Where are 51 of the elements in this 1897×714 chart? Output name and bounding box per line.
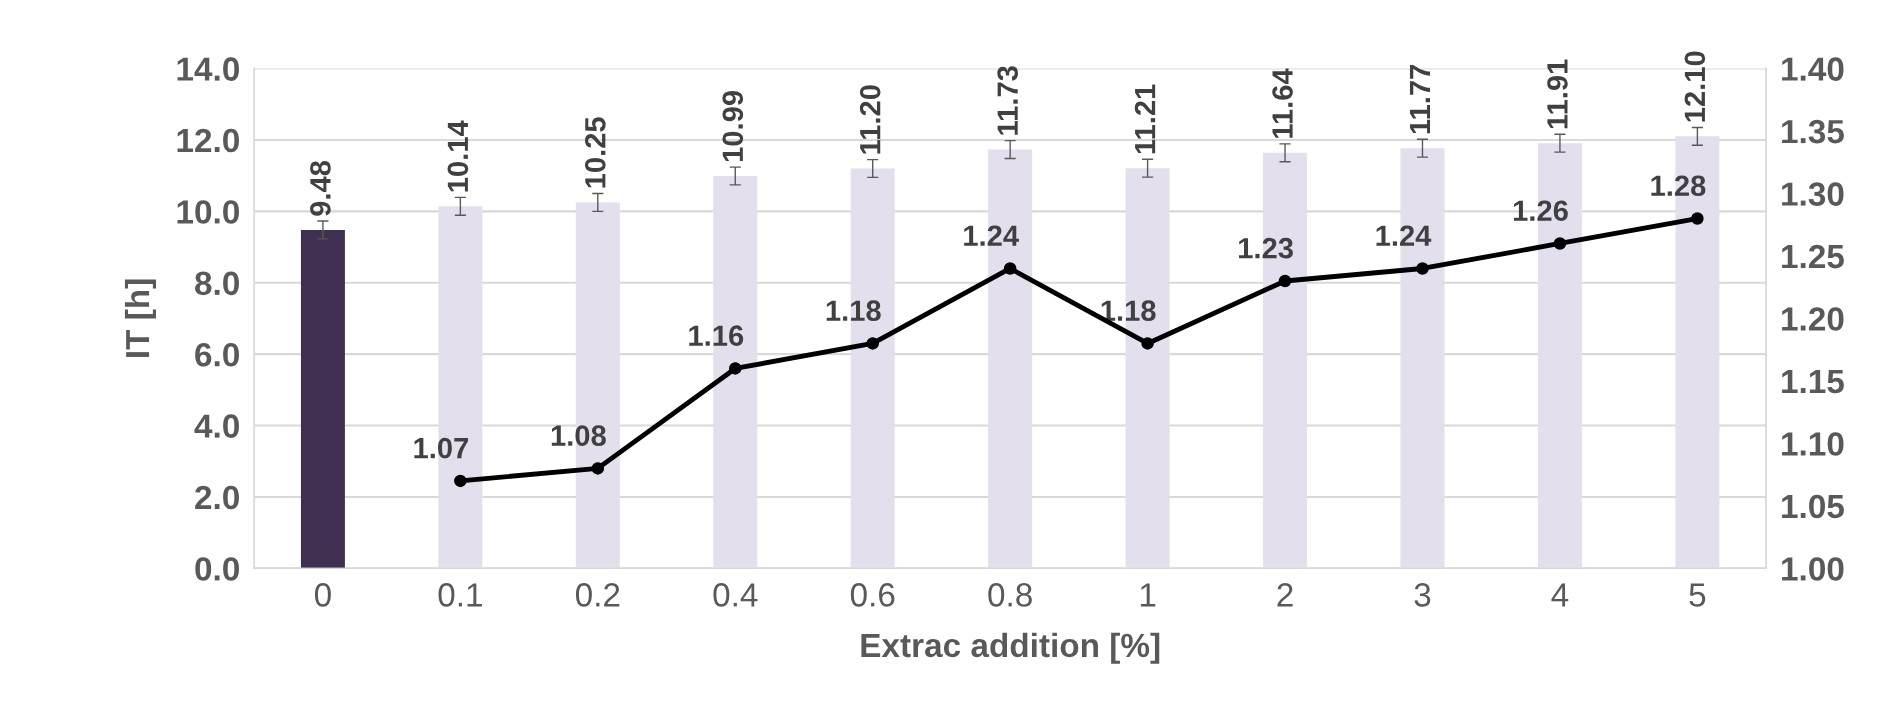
data-label: 11.20 [859, 85, 881, 154]
y-tick-label: 14.0 [177, 57, 239, 81]
y2-tick-label: 1.35 [1782, 119, 1844, 144]
y-tick-label: 2.0 [195, 485, 239, 510]
y-tick-label: 0.0 [195, 557, 239, 581]
data-label: 10.99 [722, 91, 744, 162]
data-label: 1.16 [689, 325, 744, 346]
data-label: 1.26 [1513, 200, 1568, 222]
x-tick-label: 0.4 [713, 583, 758, 607]
data-label: 11.77 [1409, 64, 1431, 134]
x-tick-label: 0.1 [438, 583, 482, 607]
data-label: 1.18 [1101, 300, 1156, 321]
y2-tick-label: 1.20 [1782, 307, 1844, 331]
y2-tick-label: 1.25 [1782, 244, 1844, 269]
y2-tick-label: 1.10 [1782, 432, 1844, 456]
x-tick-label: 2 [1277, 583, 1293, 607]
data-label: 11.91 [1547, 59, 1568, 129]
y-tick-label: 12.0 [177, 128, 239, 153]
x-tick-label: 0.2 [575, 583, 620, 607]
x-tick-label: 4 [1551, 583, 1569, 607]
data-label: 10.25 [584, 117, 606, 188]
y2-tick-label: 1.15 [1782, 370, 1844, 394]
x-tick-label: 0.8 [988, 583, 1032, 607]
data-label: 1.23 [1239, 237, 1293, 259]
data-label: 11.21 [1134, 84, 1156, 154]
y2-tick-label: 1.40 [1782, 57, 1844, 81]
y-tick-label: 8.0 [195, 271, 239, 296]
x-axis-title: Extrac addition [%] [861, 632, 1160, 664]
y-tick-label: 10.0 [177, 200, 239, 224]
data-label: 1.28 [1651, 175, 1706, 197]
y2-tick-label: 1.00 [1782, 557, 1844, 581]
x-tick-label: 3 [1414, 583, 1431, 607]
data-label: 1.24 [964, 225, 1019, 246]
y-tick-label: 4.0 [194, 414, 239, 438]
y-axis-title: IT [h] [124, 279, 156, 357]
data-label: 9.48 [310, 160, 331, 216]
y2-tick-label: 1.30 [1782, 182, 1844, 206]
data-label: 11.64 [1272, 68, 1293, 138]
x-tick-label: 0.6 [850, 583, 895, 607]
data-label: 1.07 [414, 437, 469, 459]
data-label: 1.24 [1376, 225, 1432, 246]
data-label: 12.10 [1684, 51, 1706, 122]
y2-tick-label: 1.05 [1782, 494, 1844, 519]
x-tick-label: 5 [1689, 583, 1706, 607]
data-label: 1.18 [826, 300, 881, 321]
data-label: 11.73 [997, 66, 1019, 135]
data-label: 10.14 [447, 120, 469, 192]
y-tick-label: 6.0 [195, 342, 239, 367]
x-tick-label: 1 [1140, 583, 1156, 607]
x-tick-label: 0 [314, 583, 331, 607]
data-label: 1.08 [551, 425, 606, 446]
